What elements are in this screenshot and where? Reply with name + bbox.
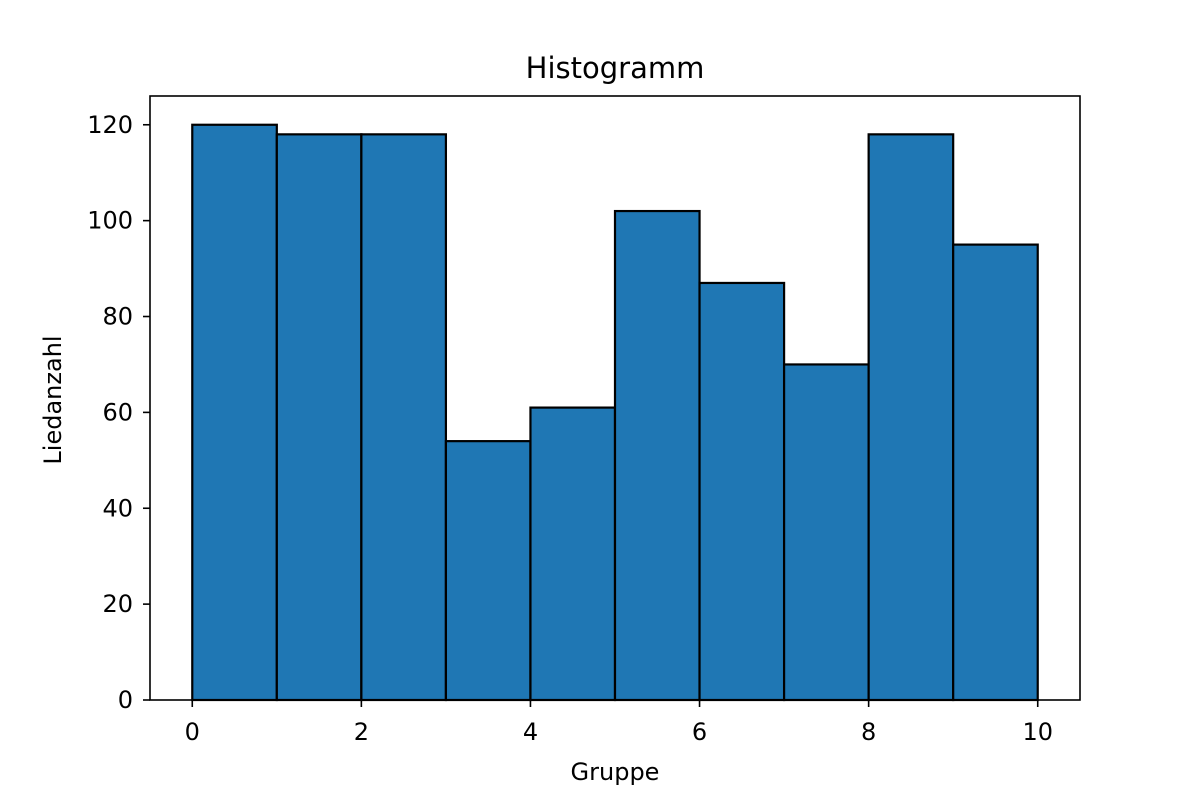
histogram-bar xyxy=(360,133,448,702)
y-tick-label: 100 xyxy=(87,207,133,235)
histogram-bar xyxy=(698,281,786,702)
x-tick-label: 10 xyxy=(1022,718,1053,746)
histogram-bar xyxy=(275,133,363,702)
x-axis-ticks: 0 2 4 6 8 10 xyxy=(185,700,1053,746)
bars-layer xyxy=(191,123,1039,702)
x-axis-label: Gruppe xyxy=(571,758,660,786)
histogram-bar xyxy=(529,406,617,702)
y-tick-label: 60 xyxy=(102,398,133,426)
histogram-bar xyxy=(191,123,278,702)
x-tick-label: 4 xyxy=(523,718,538,746)
x-tick-label: 8 xyxy=(861,718,876,746)
y-tick-label: 0 xyxy=(118,686,133,714)
histogram-bar xyxy=(867,133,955,702)
x-tick-label: 6 xyxy=(692,718,707,746)
y-tick-label: 20 xyxy=(102,590,133,618)
histogram-bar xyxy=(952,243,1039,702)
histogram-bar xyxy=(613,209,701,702)
plot-frame xyxy=(149,95,1081,701)
histogram-bar xyxy=(782,363,870,702)
chart-title: Histogramm xyxy=(526,51,705,85)
y-tick-label: 80 xyxy=(102,303,133,331)
y-tick-label: 40 xyxy=(102,494,133,522)
y-tick-label: 120 xyxy=(87,111,133,139)
y-axis-ticks: 0 20 40 60 80 100 120 xyxy=(87,111,150,714)
y-axis-label: Liedanzahl xyxy=(39,335,67,464)
x-tick-label: 0 xyxy=(185,718,200,746)
histogram-bar xyxy=(444,440,532,702)
x-tick-label: 2 xyxy=(354,718,369,746)
